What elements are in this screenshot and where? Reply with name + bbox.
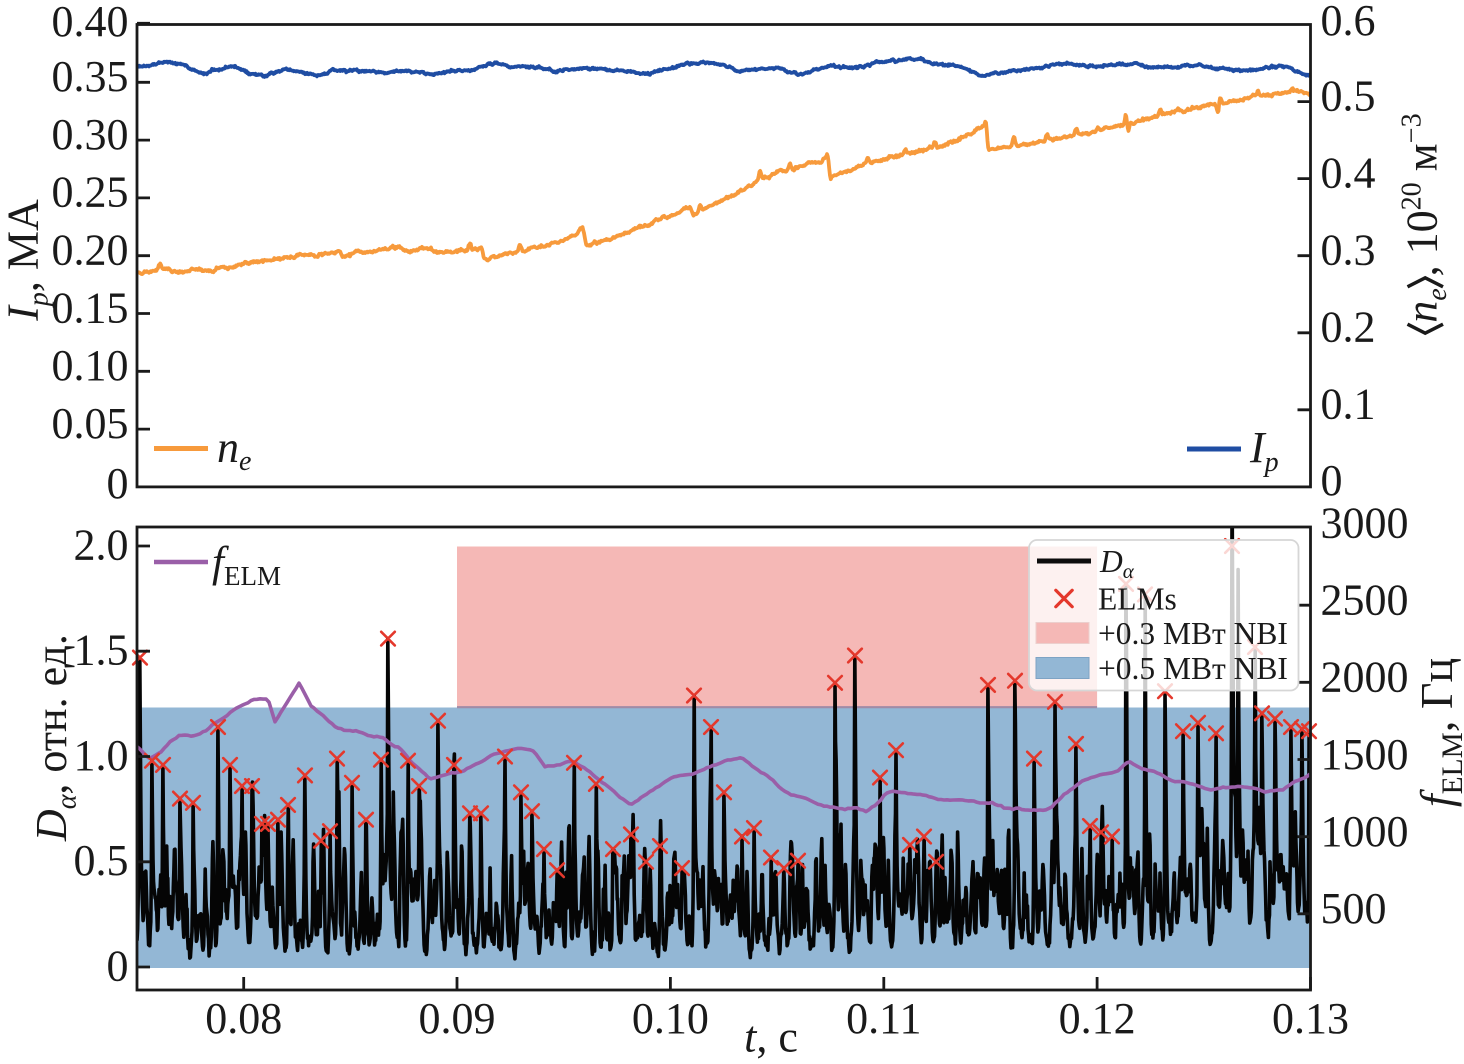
- svg-text:0: 0: [107, 941, 129, 990]
- svg-text:, 10: , 10: [1398, 210, 1447, 276]
- svg-text:0.11: 0.11: [846, 994, 921, 1043]
- svg-text:0.6: 0.6: [1321, 0, 1376, 45]
- svg-text:t, с: t, с: [744, 1012, 798, 1061]
- svg-text:0.2: 0.2: [1321, 303, 1376, 352]
- svg-text:20: 20: [1397, 182, 1428, 210]
- svg-text:0: 0: [107, 459, 129, 508]
- svg-text:0.3: 0.3: [1321, 226, 1376, 275]
- svg-text:1000: 1000: [1321, 807, 1409, 856]
- svg-text:0.5: 0.5: [74, 836, 129, 885]
- svg-text:0.20: 0.20: [52, 226, 129, 275]
- svg-text:3000: 3000: [1321, 498, 1409, 547]
- svg-text:0.35: 0.35: [52, 52, 129, 101]
- svg-text:α: α: [52, 793, 83, 809]
- svg-text:0.1: 0.1: [1321, 380, 1376, 429]
- svg-text:0.4: 0.4: [1321, 148, 1376, 197]
- svg-text:1500: 1500: [1321, 730, 1409, 779]
- svg-text:, МА: , МА: [0, 199, 48, 292]
- svg-text:+0.3 МВт NBI: +0.3 МВт NBI: [1098, 616, 1288, 651]
- svg-text:0.5: 0.5: [1321, 71, 1376, 120]
- svg-text:ELMs: ELMs: [1098, 582, 1177, 617]
- svg-text:0.08: 0.08: [205, 994, 282, 1043]
- svg-text:p: p: [23, 292, 54, 308]
- svg-text:2.0: 2.0: [74, 520, 129, 569]
- svg-text:0.40: 0.40: [52, 0, 129, 46]
- svg-text:, Гц: , Гц: [1411, 658, 1462, 732]
- svg-text:fELM: fELM: [212, 539, 281, 591]
- svg-text:0.10: 0.10: [632, 994, 709, 1043]
- svg-text:2500: 2500: [1321, 576, 1409, 625]
- svg-text:I: I: [0, 304, 48, 322]
- svg-text:м: м: [1398, 143, 1447, 182]
- svg-text:0.12: 0.12: [1059, 994, 1136, 1043]
- svg-text:e: e: [1422, 288, 1453, 301]
- svg-text:ELM: ELM: [1437, 732, 1464, 794]
- svg-text:500: 500: [1321, 884, 1387, 933]
- svg-text:0.10: 0.10: [52, 341, 129, 390]
- svg-text:Dα: Dα: [1099, 544, 1135, 583]
- svg-text:, отн. ед.: , отн. ед.: [27, 634, 76, 795]
- svg-text:2000: 2000: [1321, 653, 1409, 702]
- svg-text:1.0: 1.0: [74, 731, 129, 780]
- svg-text:−3: −3: [1397, 113, 1428, 143]
- svg-text:0.15: 0.15: [52, 283, 129, 332]
- svg-text:D: D: [27, 809, 76, 842]
- svg-text:1.5: 1.5: [74, 626, 129, 675]
- svg-text:0.13: 0.13: [1272, 994, 1349, 1043]
- svg-text:0.09: 0.09: [419, 994, 496, 1043]
- svg-text:n: n: [1398, 301, 1447, 323]
- svg-text:0: 0: [1321, 456, 1343, 505]
- svg-text:0.25: 0.25: [52, 168, 129, 217]
- svg-text:+0.5 МВт NBI: +0.5 МВт NBI: [1098, 651, 1288, 686]
- svg-text:0.05: 0.05: [52, 399, 129, 448]
- svg-text:0.30: 0.30: [52, 110, 129, 159]
